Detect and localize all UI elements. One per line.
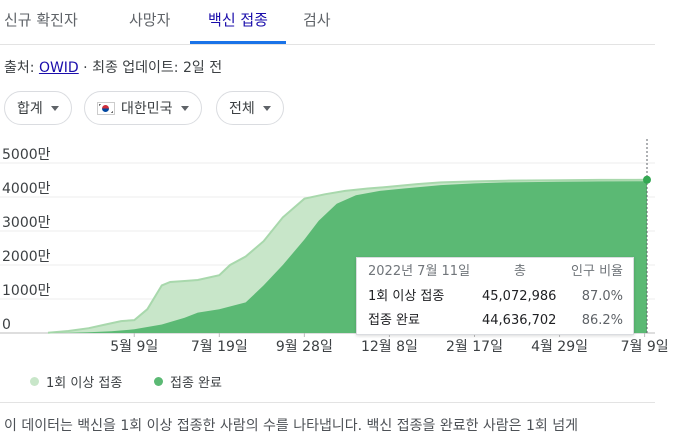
divider	[0, 402, 655, 403]
aggregate-label: 합계	[17, 101, 43, 117]
legend-swatch-first-dose	[30, 377, 39, 386]
country-label: 대한민국	[121, 101, 173, 117]
dropdown-caret-icon	[262, 105, 271, 111]
dropdown-caret-icon	[180, 105, 189, 111]
legend-item-full[interactable]: 접종 완료	[154, 372, 222, 391]
tooltip-first-dose-ratio: 87.0%	[581, 289, 623, 304]
legend-swatch-full	[154, 377, 163, 386]
x-tick-label: 12월 8일	[361, 339, 418, 355]
source-link[interactable]: OWID	[38, 60, 79, 76]
x-tick-label: 7월 9일	[621, 339, 669, 355]
dropdown-caret-icon	[50, 105, 59, 111]
legend-item-first-dose[interactable]: 1회 이상 접종	[30, 372, 122, 391]
range-label: 전체	[229, 101, 255, 117]
update-info: · 최종 업데이트: 2일 전	[78, 60, 223, 76]
chart-tooltip: 2022년 7월 11일 총 인구 비율 1회 이상 접종 45,072,986…	[356, 257, 634, 335]
series-line-first-dose	[47, 178, 648, 334]
range-dropdown[interactable]: 전체	[216, 91, 284, 125]
aggregate-dropdown[interactable]: 합계	[4, 91, 72, 125]
tooltip-ratio-header: 인구 비율	[571, 264, 623, 279]
y-tick-label: 0	[2, 317, 11, 333]
y-tick-label: 2000만	[2, 249, 51, 265]
x-tick-label: 4월 29일	[531, 339, 588, 355]
tab-vaccination[interactable]: 백신 접종	[190, 0, 286, 44]
tooltip-full-ratio: 86.2%	[581, 313, 623, 328]
y-tick-label: 4000만	[2, 181, 51, 197]
hover-marker-point	[643, 175, 651, 184]
tooltip-full-label: 접종 완료	[368, 313, 420, 328]
x-tick-label: 7월 19일	[191, 339, 248, 355]
tooltip-date: 2022년 7월 11일	[368, 264, 471, 279]
x-tick-label: 2월 17일	[446, 339, 503, 355]
legend-label-full: 접종 완료	[170, 376, 222, 391]
tab-deaths[interactable]: 사망자	[129, 11, 171, 29]
source-prefix: 출처:	[4, 60, 39, 76]
tooltip-first-dose-total: 45,072,986	[482, 289, 557, 304]
tooltip-full-total: 44,636,702	[482, 313, 557, 328]
source-line: 출처: OWID · 최종 업데이트: 2일 전	[4, 57, 222, 77]
y-tick-label: 1000만	[2, 283, 51, 299]
y-tick-label: 3000만	[2, 215, 51, 231]
country-dropdown[interactable]: 대한민국	[84, 91, 202, 125]
tooltip-first-dose-label: 1회 이상 접종	[368, 289, 445, 304]
tooltip-total-header: 총	[514, 264, 526, 279]
legend-label-first-dose: 1회 이상 접종	[46, 376, 123, 391]
x-tick-label: 9월 28일	[276, 339, 333, 355]
korea-flag-icon	[97, 101, 115, 115]
description-text: 이 데이터는 백신을 1회 이상 접종한 사람의 수를 나타냅니다. 백신 접종…	[4, 418, 579, 434]
tab-new-cases[interactable]: 신규 확진자	[4, 11, 78, 29]
x-tick-label: 5월 9일	[110, 339, 158, 355]
tab-tests[interactable]: 검사	[303, 11, 331, 29]
tab-bar: 신규 확진자 사망자 백신 접종 검사	[0, 0, 655, 45]
y-tick-label: 5000만	[2, 147, 51, 163]
